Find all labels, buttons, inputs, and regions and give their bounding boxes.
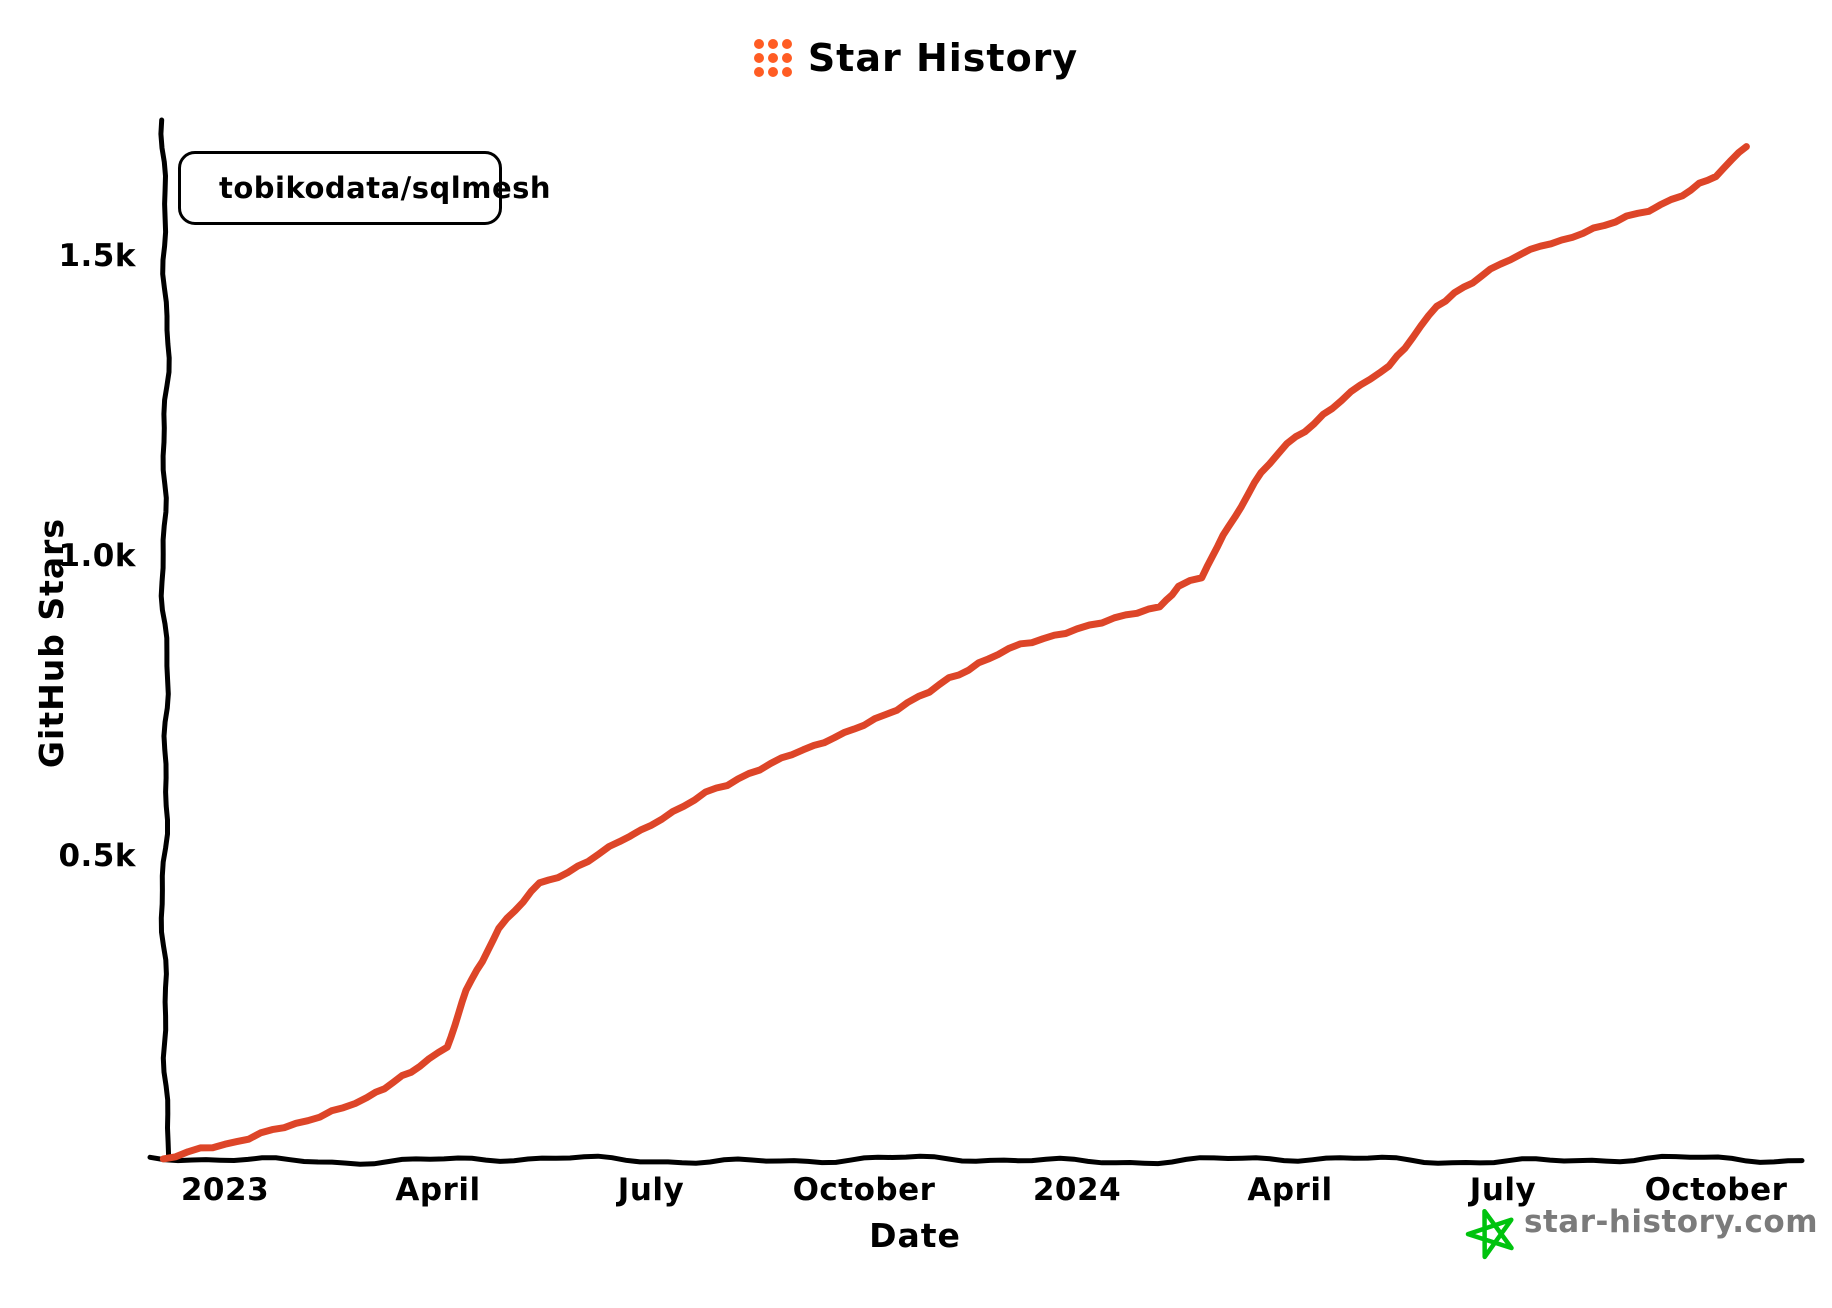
legend-series-label: tobikodata/sqlmesh xyxy=(219,171,552,205)
star-history-watermark-star-icon xyxy=(1465,1208,1514,1260)
x-tick-label: October xyxy=(1644,1172,1788,1208)
x-tick-label: April xyxy=(395,1172,481,1208)
x-tick-label: 2024 xyxy=(1032,1172,1122,1208)
x-tick-label: 2023 xyxy=(180,1172,270,1208)
y-tick-label: 1.0k xyxy=(58,538,136,574)
watermark-text: star-history.com xyxy=(1524,1204,1819,1240)
x-tick-label: April xyxy=(1247,1172,1333,1208)
y-tick-label: 0.5k xyxy=(58,838,136,874)
page-title: Star History xyxy=(807,36,1079,80)
x-axis-title: Date xyxy=(869,1216,961,1255)
watermark: star-history.com xyxy=(1462,1204,1818,1240)
x-tick-label: July xyxy=(617,1172,685,1208)
series-line-tobikodata-sqlmesh xyxy=(159,143,1750,1163)
y-axis-line xyxy=(158,117,172,1159)
y-axis-title: GitHub Stars xyxy=(32,517,71,769)
x-axis-line xyxy=(147,1153,1805,1167)
legend-marker-icon xyxy=(203,179,205,197)
legend: tobikodata/sqlmesh xyxy=(178,151,551,225)
y-tick-label: 1.5k xyxy=(58,238,136,274)
chart-header: Star History xyxy=(0,36,1832,80)
star-history-logo-icon xyxy=(753,39,792,77)
x-tick-label: July xyxy=(1469,1172,1537,1208)
x-tick-label: October xyxy=(792,1172,936,1208)
